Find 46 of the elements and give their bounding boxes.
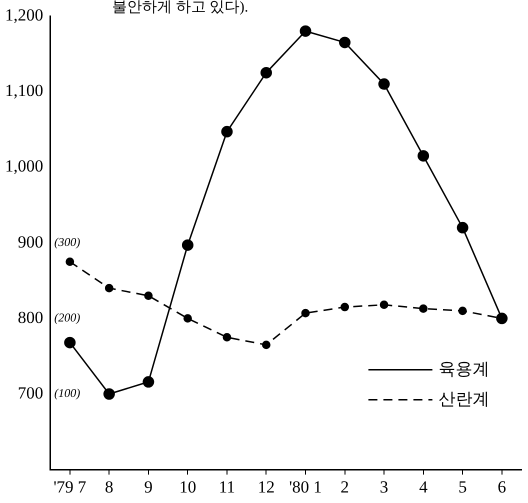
y-tick-label: 1,000 bbox=[5, 156, 44, 176]
x-tick-label: 4 bbox=[419, 477, 428, 496]
x-tick-label: '79 7 bbox=[53, 477, 87, 496]
point bbox=[339, 36, 351, 48]
x-tick-label: '80 1 bbox=[289, 477, 322, 496]
x-tick-label: 8 bbox=[104, 477, 114, 496]
point bbox=[104, 284, 114, 292]
x-tick-label: 3 bbox=[380, 477, 388, 496]
point bbox=[182, 239, 194, 251]
point bbox=[221, 126, 233, 138]
legend-label: 산란계 bbox=[438, 389, 490, 408]
y2-tick-label: (200) bbox=[54, 310, 80, 325]
y2-tick-label: (300) bbox=[54, 234, 80, 249]
x-tick-label: 9 bbox=[144, 477, 153, 496]
legend-label: 육용계 bbox=[438, 359, 490, 378]
point bbox=[340, 302, 350, 312]
point bbox=[142, 376, 154, 388]
point bbox=[378, 78, 390, 90]
point bbox=[222, 333, 232, 342]
point bbox=[301, 308, 310, 318]
y-tick-label: 800 bbox=[18, 308, 44, 327]
x-tick-label: 12 bbox=[258, 477, 275, 496]
x-tick-label: 6 bbox=[498, 477, 506, 496]
point bbox=[380, 300, 388, 310]
x-tick-label: 10 bbox=[179, 477, 196, 496]
point bbox=[418, 150, 430, 162]
point bbox=[419, 304, 428, 313]
y-tick-label: 1,200 bbox=[5, 5, 44, 24]
x-tick-label: 11 bbox=[218, 477, 236, 496]
x-tick-label: 2 bbox=[340, 477, 350, 496]
point bbox=[260, 66, 272, 78]
point bbox=[144, 291, 153, 300]
y2-tick-label: (100) bbox=[54, 386, 80, 400]
point bbox=[300, 25, 312, 37]
point bbox=[183, 314, 192, 323]
y-tick-label: 1,100 bbox=[5, 81, 44, 100]
point bbox=[103, 388, 115, 400]
x-tick-label: 5 bbox=[458, 477, 467, 496]
point bbox=[64, 336, 76, 348]
y-tick-label: 900 bbox=[18, 232, 44, 252]
y-tick-label: 700 bbox=[18, 383, 44, 402]
point bbox=[456, 222, 468, 234]
point bbox=[66, 257, 74, 266]
text: 불안하게 하고 있다). bbox=[112, 0, 248, 16]
point bbox=[458, 306, 467, 316]
point bbox=[262, 340, 270, 350]
